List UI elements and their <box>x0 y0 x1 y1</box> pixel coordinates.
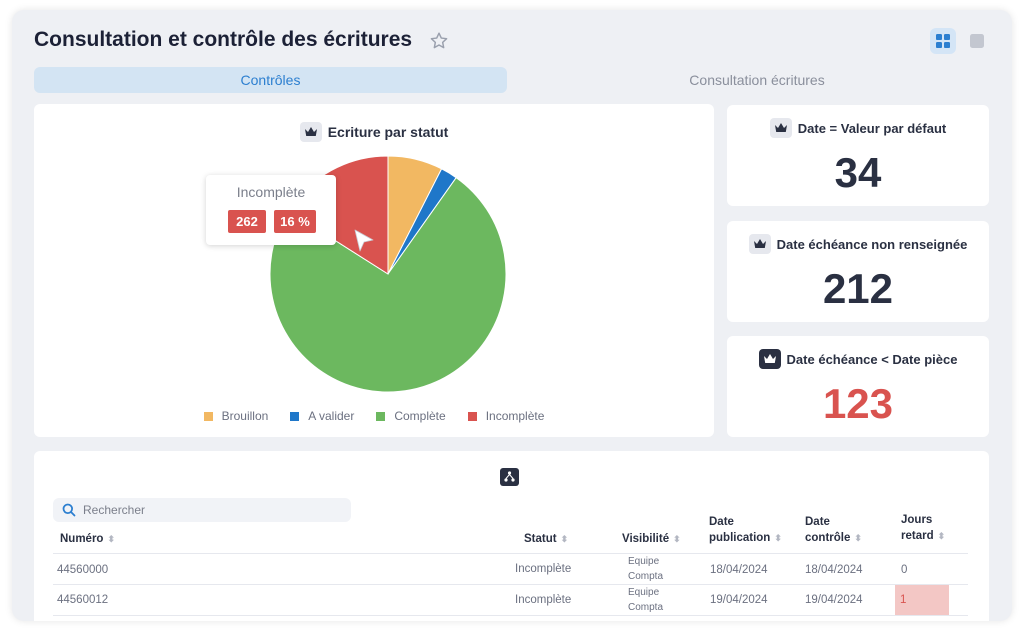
grid-view-button[interactable] <box>930 28 956 54</box>
divider <box>53 584 968 585</box>
legend-label: A valider <box>308 409 355 423</box>
cell-jours-retard: 1 <box>900 594 907 606</box>
crown-icon <box>758 349 781 369</box>
cell-visibilite: Equipe Compta <box>628 556 664 582</box>
tab-controles[interactable]: Contrôles <box>34 67 507 93</box>
legend-label: Incomplète <box>485 409 545 423</box>
page-title: Consultation et contrôle des écritures <box>34 28 413 51</box>
search-placeholder: Rechercher <box>83 503 146 517</box>
late-highlight <box>895 585 949 615</box>
sort-icon: ⬍ <box>107 534 115 544</box>
legend-swatch <box>203 412 213 421</box>
cell-date-controle: 18/04/2024 <box>805 564 863 576</box>
tooltip-count-badge: 262 <box>228 210 266 233</box>
cell-date-controle: 19/04/2024 <box>805 594 863 606</box>
legend-label: Complète <box>394 409 446 423</box>
legend-item[interactable]: Complète <box>376 409 446 423</box>
cell-date-publication: 19/04/2024 <box>710 594 768 606</box>
pie-chart-title: Ecriture par statut <box>34 122 714 142</box>
tab-bar: Contrôles Consultation écritures <box>34 67 998 93</box>
column-header-date-publication[interactable]: Date publication ⬍ <box>709 516 782 544</box>
sort-icon: ⬍ <box>673 534 681 544</box>
mouse-cursor-icon <box>354 229 374 252</box>
legend-item[interactable]: Incomplète <box>467 409 545 423</box>
kpi-card-date-echeance-non-renseignee: Date échéance non renseignée 212 <box>727 221 989 322</box>
cell-numero: 44560000 <box>57 564 109 576</box>
hierarchy-button[interactable] <box>500 468 519 486</box>
pie-slice-complète[interactable] <box>269 176 507 393</box>
cell-numero: 44560012 <box>57 594 109 606</box>
kpi-title: Date = Valeur par défaut <box>727 118 989 138</box>
hierarchy-icon <box>504 471 515 482</box>
cell-date-publication: 18/04/2024 <box>710 564 768 576</box>
legend-swatch <box>290 412 300 421</box>
sort-icon: ⬍ <box>560 534 569 544</box>
legend-item[interactable]: Brouillon <box>203 409 269 423</box>
column-header-visibilite[interactable]: Visibilité ⬍ <box>622 533 681 545</box>
sort-icon: ⬍ <box>854 533 862 543</box>
legend-swatch <box>376 412 386 421</box>
tooltip-label: Incomplète <box>236 184 306 200</box>
cell-statut: Incomplète <box>515 563 572 575</box>
kpi-value: 34 <box>834 149 882 196</box>
legend-label: Brouillon <box>221 409 269 423</box>
single-view-icon <box>970 34 984 48</box>
tab-consultation-ecritures[interactable]: Consultation écritures <box>689 72 825 88</box>
pie-legend: Brouillon A valider Complète Incomplète <box>34 409 714 423</box>
kpi-value: 123 <box>822 380 894 427</box>
table-card: Rechercher Numéro ⬍ Statut ⬍ Visibilité ⬍ D… <box>34 451 989 621</box>
cell-visibilite: Equipe Compta <box>628 587 664 613</box>
pie-tooltip: Incomplète 262 16 % <box>206 175 336 245</box>
column-header-statut[interactable]: Statut ⬍ <box>524 533 569 545</box>
sort-icon: ⬍ <box>937 531 946 541</box>
column-header-date-controle[interactable]: Date contrôle ⬍ <box>805 516 862 544</box>
grid-view-icon <box>936 34 950 48</box>
legend-swatch <box>467 412 477 421</box>
kpi-value: 212 <box>822 265 894 312</box>
column-header-numero[interactable]: Numéro ⬍ <box>60 533 115 545</box>
sort-icon: ⬍ <box>774 533 782 543</box>
kpi-card-date-valeur-defaut: Date = Valeur par défaut 34 <box>727 105 989 206</box>
kpi-title: Date échéance < Date pièce <box>727 349 989 369</box>
divider <box>53 615 968 616</box>
kpi-title: Date échéance non renseignée <box>727 234 989 254</box>
crown-icon <box>769 118 792 138</box>
divider <box>53 553 968 554</box>
dashboard-window: Consultation et contrôle des écritures C… <box>12 10 1012 621</box>
single-view-button[interactable] <box>964 28 990 54</box>
column-header-jours-retard[interactable]: Jours retard ⬍ <box>901 514 946 542</box>
crown-icon <box>299 122 322 142</box>
cell-statut: Incomplète <box>515 594 572 606</box>
star-outline-icon[interactable] <box>428 30 450 52</box>
crown-icon <box>748 234 771 254</box>
kpi-card-date-echeance-inf-date-piece: Date échéance < Date pièce 123 <box>727 336 989 437</box>
search-icon <box>62 503 76 517</box>
search-input[interactable]: Rechercher <box>53 498 351 522</box>
tooltip-percent-badge: 16 % <box>274 210 316 233</box>
legend-item[interactable]: A valider <box>290 409 354 423</box>
cell-jours-retard: 0 <box>901 564 908 576</box>
pie-chart-card: Ecriture par statut Incomplète 262 16 % … <box>34 104 714 437</box>
